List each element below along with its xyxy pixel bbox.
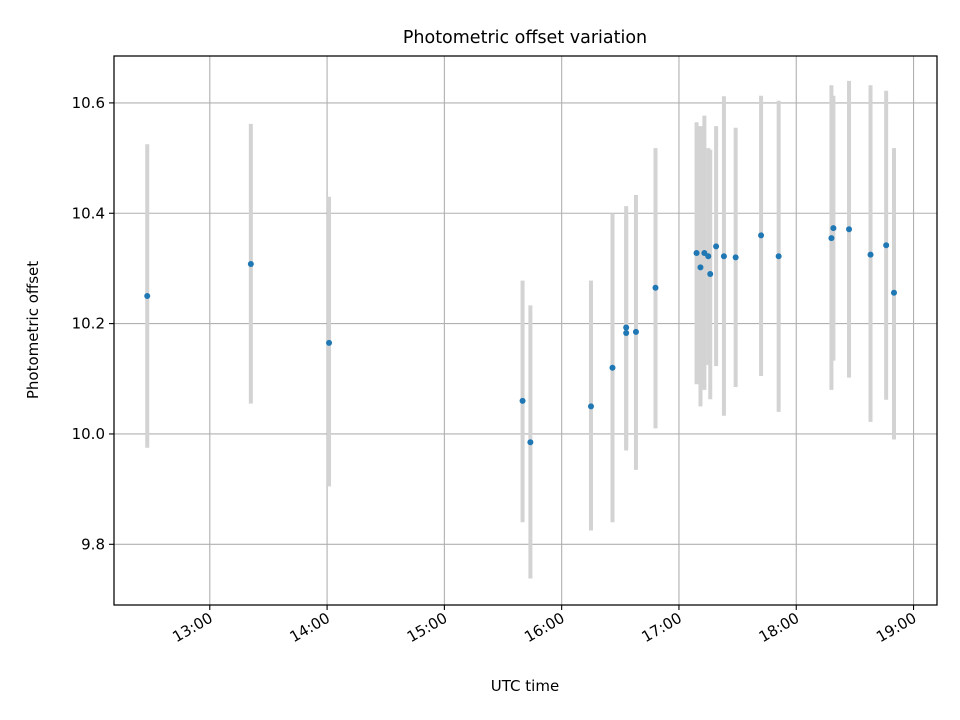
data-point: [846, 226, 853, 233]
data-point: [720, 253, 727, 260]
plot-frame: [113, 55, 938, 606]
data-point: [693, 249, 700, 256]
data-point: [247, 261, 254, 268]
data-point: [713, 243, 720, 250]
data-point: [326, 339, 333, 346]
data-point: [707, 270, 714, 277]
data-point: [652, 284, 659, 291]
y-tick-label: 10.0: [72, 425, 105, 443]
y-tick-label: 9.8: [81, 535, 105, 553]
data-point: [828, 235, 835, 242]
y-tick-label: 10.4: [72, 204, 105, 222]
data-point: [830, 225, 837, 232]
x-axis-label: UTC time: [491, 677, 559, 695]
data-point: [519, 397, 526, 404]
data-points: [144, 225, 897, 446]
data-point: [701, 249, 708, 256]
y-axis: 9.8 10.0 10.2 10.4 10.6: [72, 94, 114, 553]
y-tick-label: 10.6: [72, 94, 105, 112]
data-point: [623, 324, 630, 331]
data-point: [609, 364, 616, 371]
data-point: [775, 253, 782, 260]
data-point: [705, 253, 712, 260]
y-tick-label: 10.2: [72, 315, 105, 333]
data-point: [632, 328, 639, 335]
data-point: [867, 251, 874, 258]
data-point: [890, 289, 897, 296]
y-axis-label: Photometric offset: [24, 261, 42, 399]
chart-title: Photometric offset variation: [403, 28, 647, 48]
data-point: [758, 232, 765, 239]
data-point: [883, 242, 890, 249]
data-point: [623, 329, 630, 336]
data-point: [144, 293, 151, 300]
data-point: [527, 439, 534, 446]
data-point: [732, 254, 739, 261]
data-point: [587, 403, 594, 410]
data-point: [697, 264, 704, 271]
